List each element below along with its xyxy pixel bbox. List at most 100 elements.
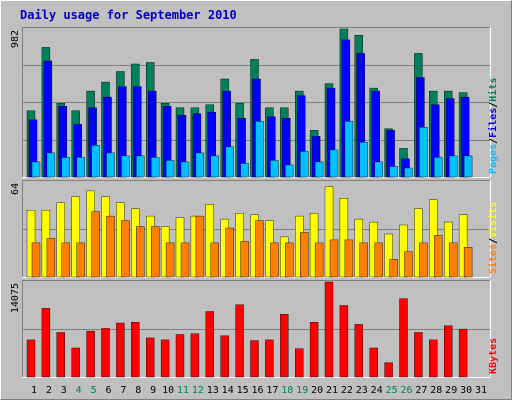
panel-legend: Sites/Visits: [487, 202, 499, 274]
x-tick-label: 19: [296, 385, 308, 396]
bar-kbytes-day-14: [220, 335, 229, 378]
bar-kbytes-day-30: [458, 328, 468, 378]
bar-sites-day-1: [31, 242, 41, 278]
x-tick-label: 3: [61, 385, 67, 396]
x-tick-label: 14: [222, 385, 234, 396]
legend-item-files: Files: [487, 108, 499, 138]
series-kbytes: [26, 281, 468, 378]
panel-max-label: 64: [10, 183, 21, 195]
x-tick-label: 6: [105, 385, 111, 396]
bar-pages-day-17: [270, 160, 279, 178]
bar-pages-day-16: [255, 120, 264, 178]
x-tick-label: 31: [475, 385, 487, 396]
legend-item-pages: Pages: [488, 144, 499, 174]
x-tick-label: 16: [251, 385, 263, 396]
bar-pages-day-28: [434, 157, 443, 178]
bar-sites-day-9: [150, 226, 160, 278]
x-axis-day-labels: 1 2 3 4 5 6 7 8 9 10 11 12 13 14 15 16 17 18 19 20 21 22 23 24 2…: [31, 385, 487, 396]
bar-kbytes-day-19: [295, 348, 304, 378]
series-pages: [31, 120, 473, 178]
bar-pages-day-19: [300, 151, 309, 178]
x-tick-label: 22: [341, 385, 353, 396]
x-tick-label: 26: [400, 385, 412, 396]
bar-sites-day-22: [344, 239, 354, 278]
bar-sites-day-6: [106, 215, 115, 278]
bar-visits-day-30: [458, 214, 468, 278]
bar-sites-day-2: [46, 238, 56, 278]
bar-visits-day-26: [399, 224, 408, 278]
bar-kbytes-day-17: [265, 339, 274, 378]
panel-legend: KBytes: [488, 338, 499, 374]
chart-title: Daily usage for September 2010: [20, 8, 237, 22]
bar-kbytes-day-3: [56, 332, 65, 378]
panel-max-label: 14075: [10, 283, 21, 313]
bar-pages-day-21: [329, 149, 339, 178]
bar-sites-day-30: [463, 247, 473, 278]
bar-kbytes-day-26: [399, 298, 408, 378]
bar-sites-day-21: [329, 239, 339, 278]
bar-sites-day-13: [210, 242, 220, 278]
bar-kbytes-day-6: [101, 328, 110, 378]
bar-pages-day-22: [344, 120, 354, 178]
x-tick-label: 8: [135, 385, 141, 396]
bar-pages-day-27: [419, 127, 428, 178]
bar-pages-day-25: [389, 166, 398, 178]
bar-pages-day-30: [463, 155, 473, 178]
bar-sites-day-8: [136, 226, 145, 278]
panel-sites_visits: 64 Sites/Visits: [10, 180, 499, 278]
legend-item-kbytes: KBytes: [488, 338, 499, 374]
x-tick-label: 1: [31, 385, 37, 396]
bar-kbytes-day-27: [414, 332, 423, 378]
bar-pages-day-29: [449, 155, 458, 178]
series-sites: [31, 211, 473, 278]
x-tick-label: 12: [192, 385, 204, 396]
bar-visits-day-22: [339, 198, 349, 278]
x-tick-label: 13: [207, 385, 219, 396]
x-tick-label: 7: [120, 385, 126, 396]
bar-sites-day-16: [255, 220, 264, 278]
bar-sites-day-7: [121, 220, 130, 278]
bar-sites-day-23: [359, 242, 368, 278]
bar-pages-day-4: [76, 157, 85, 178]
bar-sites-day-11: [180, 242, 190, 278]
bar-sites-day-25: [389, 259, 398, 278]
bar-kbytes-day-2: [41, 308, 51, 378]
bar-pages-day-8: [136, 155, 145, 178]
bar-sites-day-15: [240, 241, 249, 278]
bar-pages-day-1: [31, 161, 41, 178]
bar-pages-day-5: [91, 145, 100, 178]
bar-visits-day-4: [71, 196, 80, 278]
bar-kbytes-day-28: [429, 339, 438, 378]
bar-kbytes-day-16: [250, 340, 259, 378]
bar-sites-day-14: [225, 227, 234, 278]
bar-visits-day-13: [205, 204, 215, 278]
bar-kbytes-day-13: [205, 311, 215, 378]
bar-sites-day-27: [419, 242, 428, 278]
bar-visits-day-21: [324, 186, 334, 278]
x-tick-label: 15: [237, 385, 249, 396]
legend-item-hits: Hits: [487, 78, 499, 102]
bar-sites-day-3: [61, 242, 70, 278]
bar-visits-day-3: [56, 202, 65, 278]
bar-kbytes-day-20: [309, 322, 319, 378]
bar-pages-day-3: [61, 157, 70, 178]
bar-kbytes-day-15: [235, 304, 244, 378]
x-tick-label: 18: [281, 385, 293, 396]
bar-kbytes-day-5: [86, 330, 95, 378]
bar-sites-day-20: [314, 242, 324, 278]
x-tick-label: 21: [326, 385, 338, 396]
bar-sites-day-26: [404, 251, 413, 278]
bar-sites-day-18: [285, 242, 294, 278]
panel-kbytes: 14075 KBytes: [10, 280, 499, 378]
legend-item-sites: Sites: [487, 244, 499, 274]
x-tick-label: 9: [150, 385, 156, 396]
x-tick-label: 29: [445, 385, 457, 396]
bar-pages-day-13: [210, 155, 220, 178]
bar-sites-day-10: [165, 242, 175, 278]
legend-item-visits: Visits: [487, 202, 499, 238]
bar-pages-day-11: [180, 161, 190, 178]
x-tick-label: 25: [386, 385, 398, 396]
bar-kbytes-day-9: [145, 337, 155, 378]
bar-pages-day-9: [150, 157, 160, 178]
